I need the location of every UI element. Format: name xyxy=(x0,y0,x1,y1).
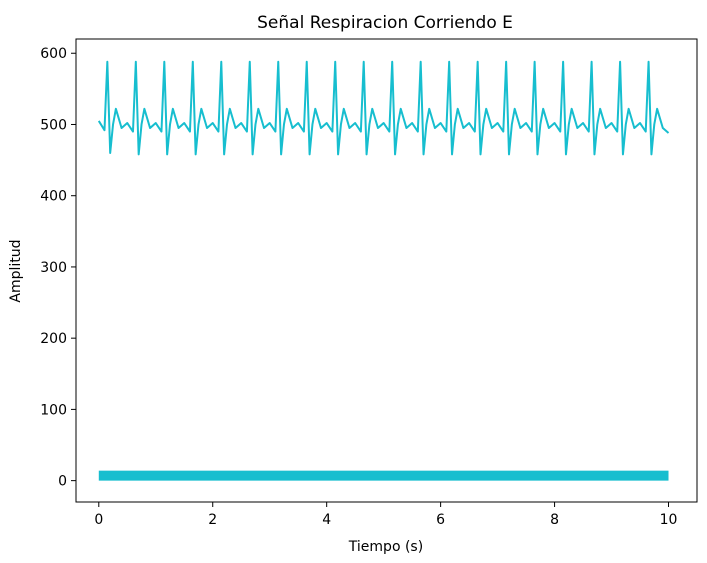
y-axis: 0 100 200 300 400 500 600 xyxy=(40,46,76,490)
x-tick-label: 2 xyxy=(208,512,217,528)
x-tick-label: 10 xyxy=(660,512,678,528)
x-axis-label: Tiempo (s) xyxy=(348,539,423,555)
chart-title: Señal Respiracion Corriendo E xyxy=(257,13,513,33)
y-axis-label: Amplitud xyxy=(8,239,24,302)
series-band xyxy=(98,470,669,481)
x-tick-label: 4 xyxy=(322,512,331,528)
axes-frame xyxy=(75,38,698,503)
y-tick-label: 300 xyxy=(40,260,67,276)
series-line xyxy=(97,60,670,156)
y-tick-label: 100 xyxy=(40,402,67,418)
y-tick-label: 600 xyxy=(40,46,67,62)
y-tick-label: 0 xyxy=(58,474,67,490)
x-tick-label: 6 xyxy=(436,512,445,528)
x-tick-label: 8 xyxy=(550,512,559,528)
y-tick-label: 200 xyxy=(40,331,67,347)
y-tick-label: 500 xyxy=(40,117,67,133)
y-tick-label: 400 xyxy=(40,189,67,205)
plot-area xyxy=(97,60,670,481)
x-tick-label: 0 xyxy=(94,512,103,528)
x-axis: 0 2 4 6 8 10 xyxy=(94,502,677,528)
